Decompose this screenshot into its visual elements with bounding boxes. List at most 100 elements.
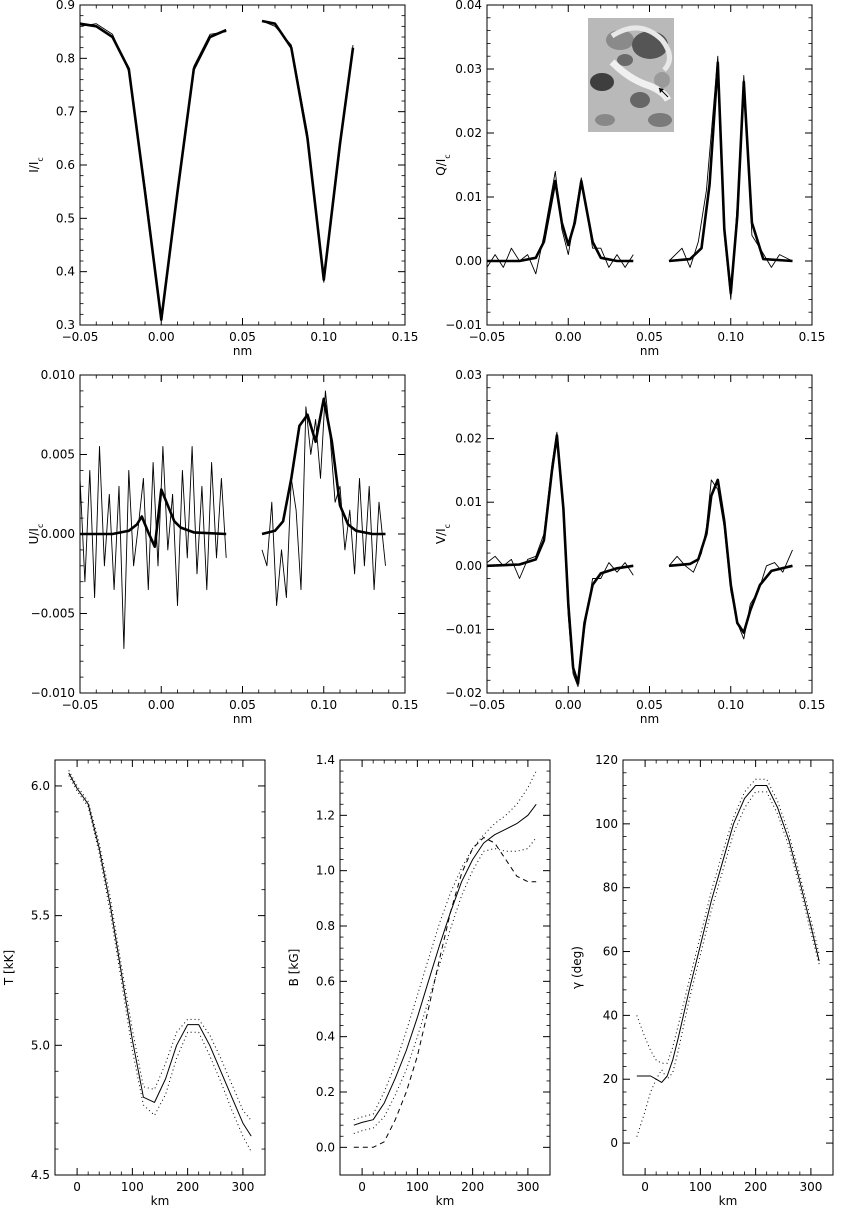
series-fit-line: [486, 434, 634, 685]
x-axis-label: nm: [233, 712, 252, 726]
y-tick-label: 0.005: [41, 448, 75, 462]
y-tick-label: −0.010: [31, 686, 75, 700]
y-tick-label: 0.03: [455, 368, 482, 382]
y-tick-label: 0.04: [455, 0, 482, 12]
inset-granule: [617, 54, 633, 66]
x-tick-label: 0.10: [717, 698, 744, 712]
chart-temperature: 0 100 200 300 4.5 5.0 5.5 6.0 km T [kK]: [2, 759, 266, 1208]
series-fit-line: [261, 397, 386, 536]
series-observed-line: [79, 446, 227, 649]
y-tick-label: 0.02: [455, 432, 482, 446]
x-tick-label: 100: [406, 1180, 429, 1194]
y-axis-label-subscript: c: [443, 524, 452, 528]
plot-frame: [486, 374, 813, 694]
inset-granule: [654, 72, 670, 88]
inset-bright-filament: [610, 25, 672, 72]
y-tick-label: 0.5: [56, 211, 75, 225]
x-axis-label: nm: [233, 344, 252, 358]
series-fit-line: [261, 19, 355, 282]
series-solid-line: [353, 803, 537, 1126]
x-tick-label: 0.00: [555, 698, 582, 712]
series-dotted-line: [353, 837, 537, 1134]
y-tick-label: −0.005: [31, 607, 75, 621]
y-tick-label: 80: [603, 881, 618, 895]
x-tick-label: 0.05: [229, 330, 256, 344]
y-axis-label: I/Ic: [27, 157, 45, 173]
series-dotted-line: [636, 791, 820, 1137]
chart-field-strength: 0 100 200 300 0.0 0.2 0.4 0.6 0.8 1.0 1.2 1.4 km B [k…: [287, 753, 551, 1208]
x-tick-label: 0.15: [392, 698, 419, 712]
x-tick-label: 0.10: [310, 330, 337, 344]
y-tick-label: 100: [595, 817, 618, 831]
y-tick-label: 0.00: [455, 559, 482, 573]
x-tick-label: 0.00: [148, 330, 175, 344]
chart-stokes-Q: −0.05 0.00 0.05 0.10 0.15 −0.01 0.00 0.01 0.02 0.…: [434, 0, 825, 358]
y-axis-label: B [kG]: [287, 949, 301, 987]
x-tick-label: 0: [73, 1180, 81, 1194]
series-fit-line: [668, 61, 793, 295]
x-tick-label: 200: [176, 1180, 199, 1194]
inset-granule: [595, 114, 615, 126]
y-tick-label: −0.02: [445, 686, 482, 700]
series-fit-line: [80, 488, 227, 549]
series-observed-line: [261, 20, 354, 283]
y-tick-label: 1.0: [316, 864, 335, 878]
y-axis-label: U/Ic: [27, 524, 45, 545]
series-dashed-line: [353, 837, 537, 1148]
series-observed-line: [668, 479, 793, 640]
y-tick-label: 0.2: [316, 1085, 335, 1099]
inset-arrowhead: [659, 88, 664, 93]
x-tick-label: 0.05: [229, 698, 256, 712]
y-axis-label: Q/Ic: [434, 154, 452, 175]
x-tick-label: −0.05: [469, 330, 506, 344]
y-tick-label: 0.010: [41, 368, 75, 382]
y-tick-label: 0: [610, 1136, 618, 1150]
y-tick-label: 0.3: [56, 318, 75, 332]
y-axis-label-subscript: c: [36, 524, 45, 528]
y-tick-label: 20: [603, 1072, 618, 1086]
x-tick-label: −0.05: [469, 698, 506, 712]
y-tick-label: 0.000: [41, 527, 75, 541]
plot-frame: [622, 759, 834, 1176]
x-tick-label: 0.10: [310, 698, 337, 712]
inset-granule: [648, 113, 672, 127]
y-axis-label: T [kK]: [2, 950, 16, 986]
series-dotted-line: [68, 775, 252, 1152]
series-dotted-line: [68, 770, 252, 1121]
x-axis-label: km: [436, 1194, 455, 1208]
chart-stokes-I: −0.05 0.00 0.05 0.10 0.15 0.3 0.4 0.5 0.6 0.7 0.8 0…: [27, 0, 418, 358]
x-tick-label: 200: [744, 1180, 767, 1194]
series-fit-line: [668, 478, 793, 634]
x-tick-label: 0: [641, 1180, 649, 1194]
x-tick-label: 0.05: [636, 698, 663, 712]
x-tick-label: 0.15: [799, 330, 826, 344]
y-axis-label-subscript: c: [36, 157, 45, 161]
x-tick-label: −0.05: [62, 698, 99, 712]
inset-granule: [590, 73, 614, 91]
y-tick-label: 0.01: [455, 190, 482, 204]
x-tick-label: 0.15: [392, 330, 419, 344]
y-tick-label: 0.6: [316, 974, 335, 988]
x-tick-label: 0.15: [799, 698, 826, 712]
x-axis-label: km: [151, 1194, 170, 1208]
y-tick-label: 0.00: [455, 254, 482, 268]
y-axis-label: V/Ic: [434, 524, 452, 544]
y-tick-label: 0.8: [316, 919, 335, 933]
x-axis-label: nm: [640, 344, 659, 358]
y-axis-label: γ (deg): [570, 946, 584, 989]
x-tick-label: 0: [358, 1180, 366, 1194]
plot-frame: [54, 759, 266, 1176]
y-tick-label: 120: [595, 753, 618, 767]
y-axis-label-subscript: c: [443, 154, 452, 158]
y-tick-label: 60: [603, 945, 618, 959]
series-observed-line: [79, 23, 227, 318]
x-tick-label: 300: [516, 1180, 539, 1194]
y-tick-label: 1.4: [316, 753, 335, 767]
x-tick-label: 0.00: [148, 698, 175, 712]
chart-stokes-U: −0.05 0.00 0.05 0.10 0.15 −0.010 −0.005 0.000 0.…: [27, 368, 418, 726]
series-solid-line: [636, 785, 820, 1083]
series-dotted-line: [636, 778, 820, 1064]
y-tick-label: 0.6: [56, 158, 75, 172]
y-tick-label: −0.01: [445, 318, 482, 332]
